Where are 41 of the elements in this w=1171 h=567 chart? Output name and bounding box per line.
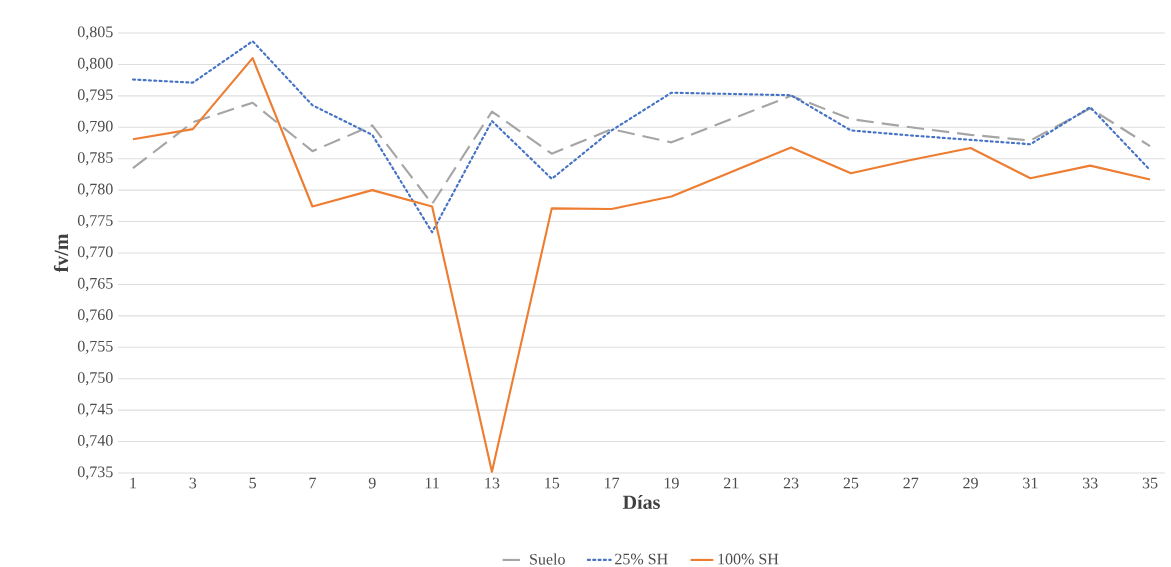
x-tick-label: 5 xyxy=(249,477,257,489)
legend-label: 25% SH xyxy=(615,553,668,565)
y-tick-label: 0,745 xyxy=(77,403,113,417)
x-tick-label: 9 xyxy=(368,477,376,489)
x-tick-label: 15 xyxy=(545,477,560,489)
x-tick-label: 35 xyxy=(1142,477,1158,489)
y-tick-label: 0,765 xyxy=(77,277,113,291)
x-tick-label: 31 xyxy=(1023,477,1038,489)
y-tick-label: 0,760 xyxy=(77,309,113,323)
line-series xyxy=(131,94,1152,206)
x-tick-label: 13 xyxy=(485,477,500,489)
x-tick-label: 23 xyxy=(783,477,799,489)
y-tick-label: 0,785 xyxy=(77,152,113,166)
y-tick-label: 0,780 xyxy=(77,183,113,197)
x-tick-label: 29 xyxy=(963,477,978,489)
x-tick-label: 19 xyxy=(664,477,679,489)
x-tick-label: 11 xyxy=(425,477,439,489)
y-tick-label: 0,805 xyxy=(77,26,113,40)
y-tick-label: 0,795 xyxy=(77,89,113,103)
y-tick-label: 0,790 xyxy=(77,120,113,134)
y-tick-label: 0,770 xyxy=(77,246,113,260)
x-axis-title: Días xyxy=(622,494,660,510)
y-tick-label: 0,755 xyxy=(77,340,113,354)
x-tick-label: 1 xyxy=(130,477,137,489)
legend-label: Suelo xyxy=(530,553,565,565)
line-series xyxy=(131,40,1152,234)
x-tick-label: 33 xyxy=(1082,477,1098,489)
x-tick-label: 7 xyxy=(309,477,316,489)
x-tick-label: 21 xyxy=(723,477,739,489)
y-tick-label: 0,800 xyxy=(77,57,113,71)
y-axis-title: fv/m xyxy=(53,233,69,273)
legend-label: 100% SH xyxy=(718,553,779,565)
y-tick-label: 0,750 xyxy=(77,372,113,386)
y-tick-label: 0,775 xyxy=(77,215,113,229)
y-tick-label: 0,740 xyxy=(77,435,113,449)
x-tick-label: 25 xyxy=(843,477,859,489)
y-tick-label: 0,735 xyxy=(77,466,113,480)
x-tick-label: 17 xyxy=(604,477,620,489)
line-series xyxy=(131,57,1152,473)
x-tick-label: 3 xyxy=(189,477,197,489)
x-tick-label: 27 xyxy=(903,477,919,489)
